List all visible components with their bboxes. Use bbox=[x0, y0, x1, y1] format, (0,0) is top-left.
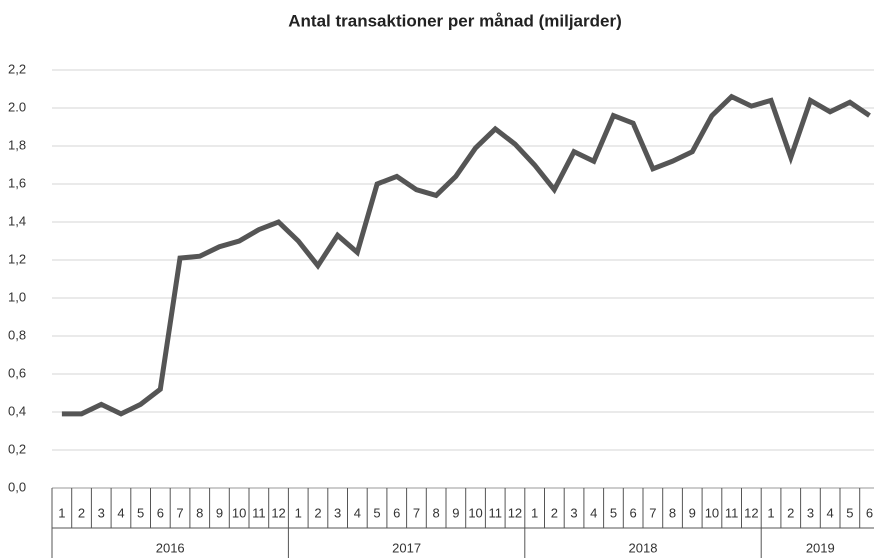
y-tick-label: 0,2 bbox=[8, 441, 26, 456]
x-tick-label: 6 bbox=[866, 505, 873, 520]
x-tick-label: 1 bbox=[295, 505, 302, 520]
year-label: 2019 bbox=[806, 540, 835, 555]
x-tick-label: 8 bbox=[669, 505, 676, 520]
data-line bbox=[61, 93, 871, 417]
year-label: 2018 bbox=[629, 540, 658, 555]
y-tick-label: 1,0 bbox=[8, 289, 26, 304]
x-tick-label: 4 bbox=[354, 505, 361, 520]
x-tick-label: 6 bbox=[157, 505, 164, 520]
x-tick-label: 5 bbox=[373, 505, 380, 520]
x-tick-label: 10 bbox=[468, 505, 482, 520]
x-tick-label: 5 bbox=[137, 505, 144, 520]
y-tick-label: 1,8 bbox=[8, 137, 26, 152]
x-tick-label: 1 bbox=[58, 505, 65, 520]
x-tick-label: 9 bbox=[452, 505, 459, 520]
x-tick-label: 4 bbox=[590, 505, 597, 520]
x-tick-label: 7 bbox=[176, 505, 183, 520]
x-tick-label: 12 bbox=[271, 505, 285, 520]
x-tick-label: 9 bbox=[216, 505, 223, 520]
y-tick-label: 0,8 bbox=[8, 327, 26, 342]
x-tick-label: 11 bbox=[252, 505, 266, 520]
x-tick-label: 2 bbox=[78, 505, 85, 520]
y-tick-label: 0,0 bbox=[8, 479, 26, 494]
x-tick-label: 12 bbox=[744, 505, 758, 520]
y-tick-label: 2,2 bbox=[8, 61, 26, 76]
x-tick-label: 10 bbox=[705, 505, 719, 520]
x-tick-label: 3 bbox=[334, 505, 341, 520]
year-label: 2016 bbox=[156, 540, 185, 555]
x-tick-label: 7 bbox=[413, 505, 420, 520]
x-tick-label: 11 bbox=[489, 505, 503, 520]
x-tick-label: 5 bbox=[846, 505, 853, 520]
x-tick-label: 2 bbox=[551, 505, 558, 520]
chart-title: Antal transaktioner per månad (miljarder… bbox=[288, 11, 621, 30]
x-tick-label: 1 bbox=[531, 505, 538, 520]
x-tick-label: 4 bbox=[827, 505, 834, 520]
x-tick-label: 1 bbox=[767, 505, 774, 520]
x-tick-label: 10 bbox=[232, 505, 246, 520]
x-tick-label: 3 bbox=[807, 505, 814, 520]
x-tick-label: 7 bbox=[649, 505, 656, 520]
x-tick-label: 8 bbox=[196, 505, 203, 520]
x-tick-label: 3 bbox=[570, 505, 577, 520]
x-tick-label: 5 bbox=[610, 505, 617, 520]
x-tick-label: 9 bbox=[689, 505, 696, 520]
x-tick-label: 6 bbox=[630, 505, 637, 520]
y-tick-label: 1,4 bbox=[8, 213, 26, 228]
year-label: 2017 bbox=[392, 540, 421, 555]
x-tick-label: 6 bbox=[393, 505, 400, 520]
y-tick-label: 2.0 bbox=[8, 99, 26, 114]
y-tick-label: 0,4 bbox=[8, 403, 26, 418]
x-tick-label: 11 bbox=[725, 505, 739, 520]
x-tick-label: 8 bbox=[433, 505, 440, 520]
x-tick-label: 2 bbox=[787, 505, 794, 520]
y-tick-label: 0,6 bbox=[8, 365, 26, 380]
x-tick-label: 3 bbox=[98, 505, 105, 520]
x-tick-label: 2 bbox=[314, 505, 321, 520]
y-tick-label: 1,6 bbox=[8, 175, 26, 190]
x-tick-label: 12 bbox=[508, 505, 522, 520]
x-tick-label: 4 bbox=[117, 505, 124, 520]
y-tick-label: 1,2 bbox=[8, 251, 26, 266]
